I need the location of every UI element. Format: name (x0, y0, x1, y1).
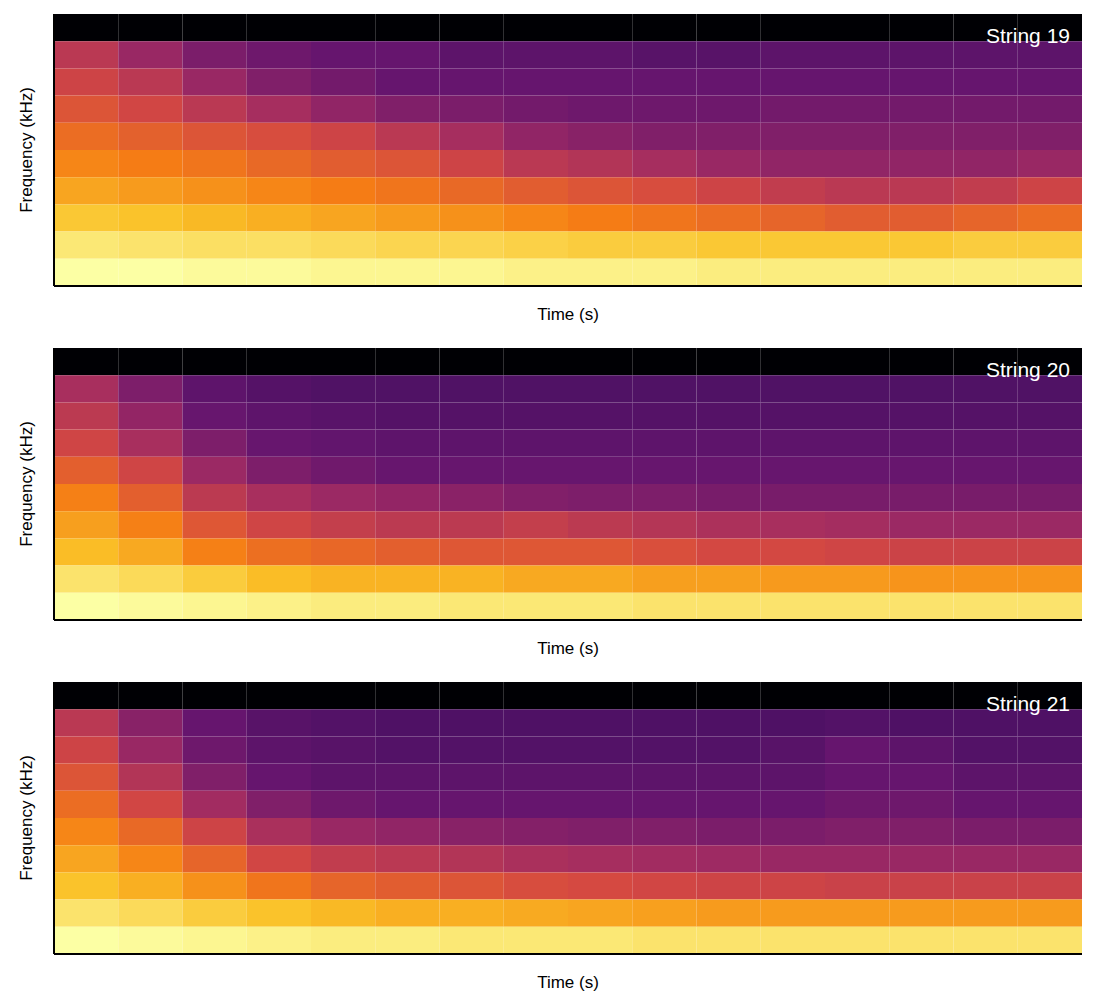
svg-text:Frequency (kHz): Frequency (kHz) (17, 87, 36, 213)
svg-text:Frequency (kHz): Frequency (kHz) (17, 755, 36, 881)
html-text:String 19: String 19 (985, 24, 1070, 47)
svg-text:Time (s): Time (s) (537, 305, 599, 324)
html-text:String 21: String 21 (985, 692, 1070, 715)
svg-text:Time (s): Time (s) (537, 639, 599, 658)
html-text:String 20: String 20 (985, 358, 1070, 381)
svg-text:Time (s): Time (s) (537, 973, 599, 992)
svg-text:Frequency (kHz): Frequency (kHz) (17, 421, 36, 547)
